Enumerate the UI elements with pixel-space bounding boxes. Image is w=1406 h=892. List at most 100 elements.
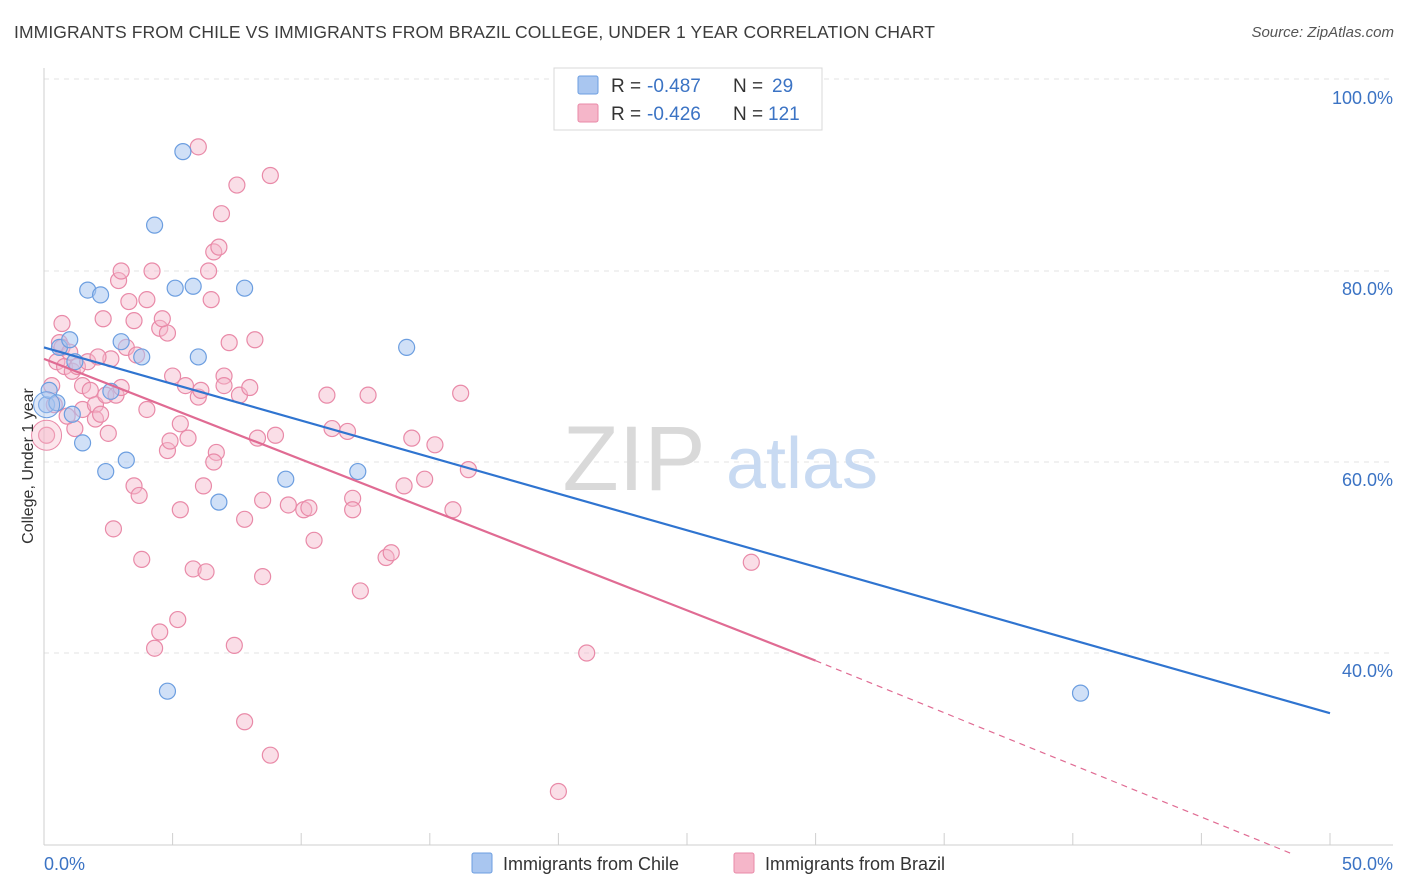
brazil-point	[359, 386, 377, 404]
legend-swatch-chile	[577, 75, 599, 95]
brazil-point	[169, 610, 187, 629]
chile-point	[398, 338, 416, 356]
brazil-points	[31, 138, 760, 801]
brazil-point	[382, 544, 400, 562]
brazil-point	[81, 381, 99, 399]
brazil-point	[228, 176, 246, 194]
chart-source: Source: ZipAtlas.com	[1251, 24, 1394, 41]
legend-r-label-brazil: R =	[611, 104, 646, 125]
brazil-point	[205, 453, 223, 471]
bottom-legend: Immigrants from Chile Immigrants from Br…	[471, 852, 945, 874]
watermark-zip: ZIP	[562, 408, 705, 510]
bottom-legend-swatch-chile	[471, 852, 493, 874]
brazil-point	[161, 432, 179, 450]
brazil-point	[171, 501, 189, 519]
chile-point	[112, 333, 130, 351]
trend-lines	[43, 346, 1331, 855]
brazil-point	[266, 426, 285, 444]
brazil-point	[31, 419, 63, 451]
chile-point	[117, 451, 135, 469]
brazil-point	[200, 262, 218, 280]
y-tick-label: 80.0%	[1342, 279, 1393, 299]
y-tick-label: 100.0%	[1332, 88, 1393, 108]
brazil-point	[112, 262, 130, 280]
y-tick-label: 60.0%	[1342, 470, 1393, 490]
chile-point	[40, 381, 58, 399]
brazil-point	[86, 410, 105, 428]
chile-point	[1071, 684, 1090, 702]
bottom-legend-label-chile: Immigrants from Chile	[503, 854, 679, 874]
brazil-point	[179, 429, 197, 447]
brazil-point	[207, 443, 225, 462]
legend-n-value-brazil: 121	[768, 104, 800, 125]
legend-swatch-brazil	[577, 103, 599, 123]
brazil-point	[318, 386, 336, 404]
brazil-point	[241, 378, 259, 397]
brazil-point	[246, 331, 264, 349]
watermark-atlas: atlas	[726, 424, 878, 504]
brazil-point	[143, 262, 161, 280]
brazil-point	[215, 377, 233, 395]
brazil-point	[549, 782, 568, 801]
chile-point	[210, 493, 228, 511]
brazil-point	[225, 636, 243, 654]
brazil-point	[145, 639, 164, 657]
brazil-point	[254, 567, 272, 586]
chile-point	[48, 394, 66, 412]
brazil-point	[151, 623, 169, 641]
brazil-point	[236, 713, 254, 731]
brazil-point	[377, 548, 395, 567]
brazil-point	[395, 477, 413, 495]
legend-n-value-chile: 29	[772, 76, 793, 97]
chile-point	[174, 143, 192, 161]
x-ticks	[43, 833, 1331, 845]
brazil-point	[130, 486, 148, 505]
y-tick-labels: 40.0% 60.0% 80.0% 100.0%	[1332, 88, 1393, 681]
x-tick-label-min: 0.0%	[44, 854, 85, 874]
legend-r-label-chile: R =	[611, 76, 646, 97]
axes	[43, 68, 1393, 846]
chile-point	[349, 462, 367, 481]
legend: R = -0.487 N = 29 R = -0.426 N = 121	[553, 67, 823, 131]
brazil-point	[578, 644, 596, 662]
brazil-point	[125, 312, 143, 330]
brazil-point	[403, 429, 421, 447]
brazil-point	[205, 243, 223, 261]
brazil-point	[202, 291, 220, 309]
brazil-point	[444, 501, 462, 519]
chart-title: IMMIGRANTS FROM CHILE VS IMMIGRANTS FROM…	[14, 22, 936, 42]
brazil-point	[153, 310, 171, 328]
brazil-point	[138, 400, 156, 419]
brazil-point	[158, 324, 177, 342]
legend-r-value-brazil: -0.426	[647, 104, 701, 125]
brazil-point	[91, 405, 110, 423]
brazil-point	[171, 415, 189, 433]
brazil-trend-extension	[815, 660, 1292, 855]
brazil-point	[109, 271, 128, 290]
brazil-point	[133, 550, 151, 569]
chile-point	[166, 279, 184, 297]
brazil-point	[104, 520, 123, 538]
x-tick-label-max: 50.0%	[1342, 854, 1393, 874]
chile-point	[184, 277, 202, 295]
brazil-point	[220, 334, 238, 352]
brazil-point	[138, 291, 156, 309]
chile-point	[145, 216, 164, 234]
brazil-point	[210, 238, 228, 256]
chile-point	[91, 286, 110, 304]
brazil-point	[120, 292, 138, 311]
chile-point	[97, 462, 115, 481]
watermark: ZIP atlas	[562, 408, 878, 510]
brazil-point	[261, 746, 279, 764]
chile-point	[61, 331, 79, 349]
brazil-point	[351, 582, 369, 600]
brazil-point	[261, 166, 279, 185]
chile-point	[133, 348, 151, 366]
chile-trend-line	[43, 346, 1331, 715]
legend-r-value-chile: -0.487	[647, 76, 701, 97]
chile-point	[236, 279, 254, 297]
brazil-point	[189, 138, 207, 156]
brazil-point	[416, 470, 434, 488]
chile-point	[63, 405, 81, 423]
